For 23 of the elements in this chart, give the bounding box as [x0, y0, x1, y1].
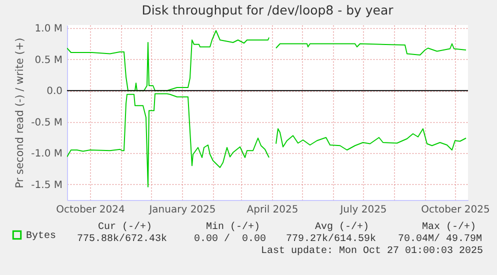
- text: Cur (-/+): [96, 222, 153, 234]
- legend-label: Bytes: [26, 231, 56, 242]
- text: 0.00 / 0.00: [194, 234, 266, 245]
- text: 779.27k/614.59k: [284, 234, 377, 246]
- text: Avg (-/+): [314, 222, 370, 234]
- x-tick-label: July 2025: [339, 204, 387, 216]
- y-tick-label: -1.0 M: [31, 148, 62, 160]
- text: 775.88k/672.43k: [76, 234, 168, 246]
- x-tick-label: October 2024: [56, 204, 125, 216]
- y-tick-label: -0.5 M: [31, 117, 62, 128]
- y-tick-label: 1.0 M: [34, 24, 62, 35]
- x-tick-label: January 2025: [148, 204, 216, 216]
- x-tick-label: October 2025: [421, 204, 490, 216]
- y-tick-label: 0.0: [46, 86, 62, 98]
- text: 70.04M/ 49.79M: [396, 234, 483, 246]
- chart-title: Disk throughput for /dev/loop8 - by year: [142, 2, 394, 18]
- y-tick-label: 0.5 M: [34, 54, 62, 66]
- y-axis-title: Pr second read (-) / write (+): [14, 38, 26, 188]
- x-tick-label: April 2025: [246, 204, 298, 216]
- y-tick-label: -1.5 M: [31, 180, 62, 191]
- text: Max (-/+): [420, 222, 477, 234]
- text: Last update: Mon Oct 27 01:00:03 2025: [260, 246, 483, 258]
- text: Min (-/+): [204, 222, 261, 234]
